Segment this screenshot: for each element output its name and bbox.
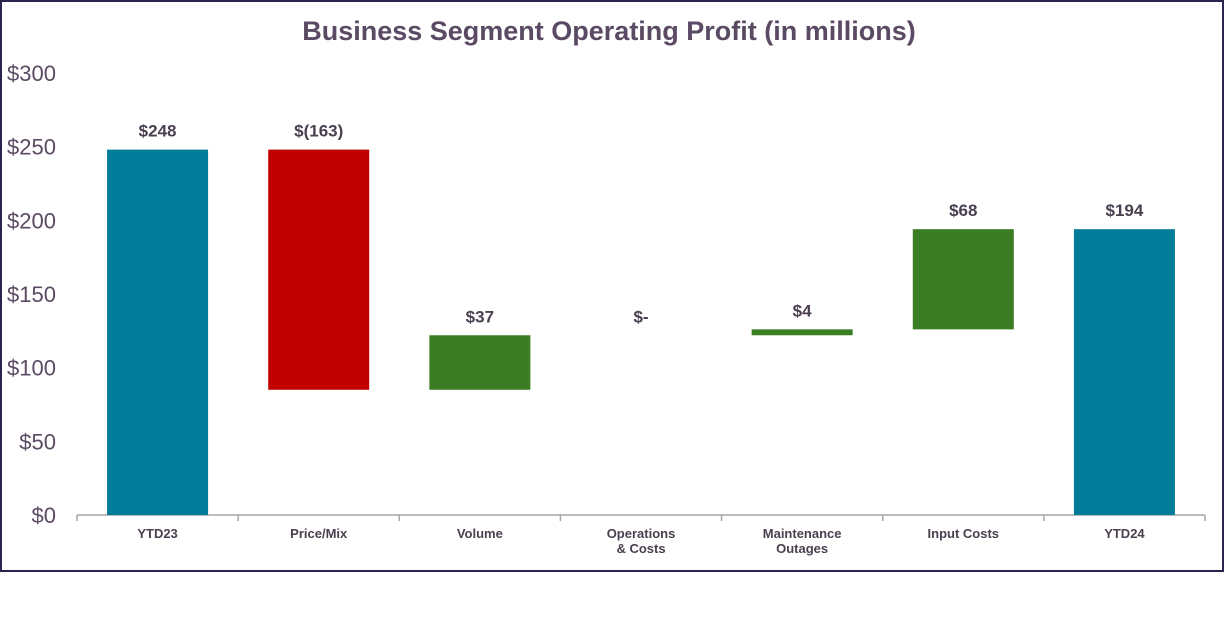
data-label: $- bbox=[633, 307, 648, 326]
y-tick-label: $0 bbox=[32, 503, 56, 528]
data-label: $194 bbox=[1106, 201, 1144, 220]
bar-maintenance-outages bbox=[751, 329, 853, 336]
x-tick-label: & Costs bbox=[616, 541, 665, 556]
y-tick-label: $200 bbox=[7, 208, 56, 233]
y-tick-label: $100 bbox=[7, 356, 56, 381]
data-label: $4 bbox=[793, 301, 812, 320]
y-tick-label: $300 bbox=[7, 61, 56, 86]
y-tick-label: $250 bbox=[7, 135, 56, 160]
y-tick-label: $150 bbox=[7, 282, 56, 307]
data-label: $68 bbox=[949, 201, 977, 220]
chart-frame bbox=[0, 0, 1224, 572]
x-tick-label: Operations bbox=[607, 526, 676, 541]
chart-title: Business Segment Operating Profit (in mi… bbox=[302, 16, 916, 46]
x-tick-label: Input Costs bbox=[928, 526, 1000, 541]
x-tick-label: Price/Mix bbox=[290, 526, 348, 541]
bar-ytd23 bbox=[107, 149, 209, 515]
data-label: $37 bbox=[466, 307, 494, 326]
bar-ytd24 bbox=[1073, 229, 1175, 515]
bar-input-costs bbox=[912, 229, 1014, 330]
x-tick-label: YTD23 bbox=[137, 526, 177, 541]
x-tick-label: Maintenance bbox=[763, 526, 842, 541]
x-tick-label: Volume bbox=[457, 526, 503, 541]
bar-volume bbox=[429, 335, 531, 390]
data-label: $(163) bbox=[294, 122, 343, 141]
y-tick-label: $50 bbox=[19, 429, 56, 454]
data-label: $248 bbox=[139, 122, 177, 141]
bar-price-mix bbox=[268, 149, 370, 390]
x-tick-label: YTD24 bbox=[1104, 526, 1145, 541]
x-tick-label: Outages bbox=[776, 541, 828, 556]
